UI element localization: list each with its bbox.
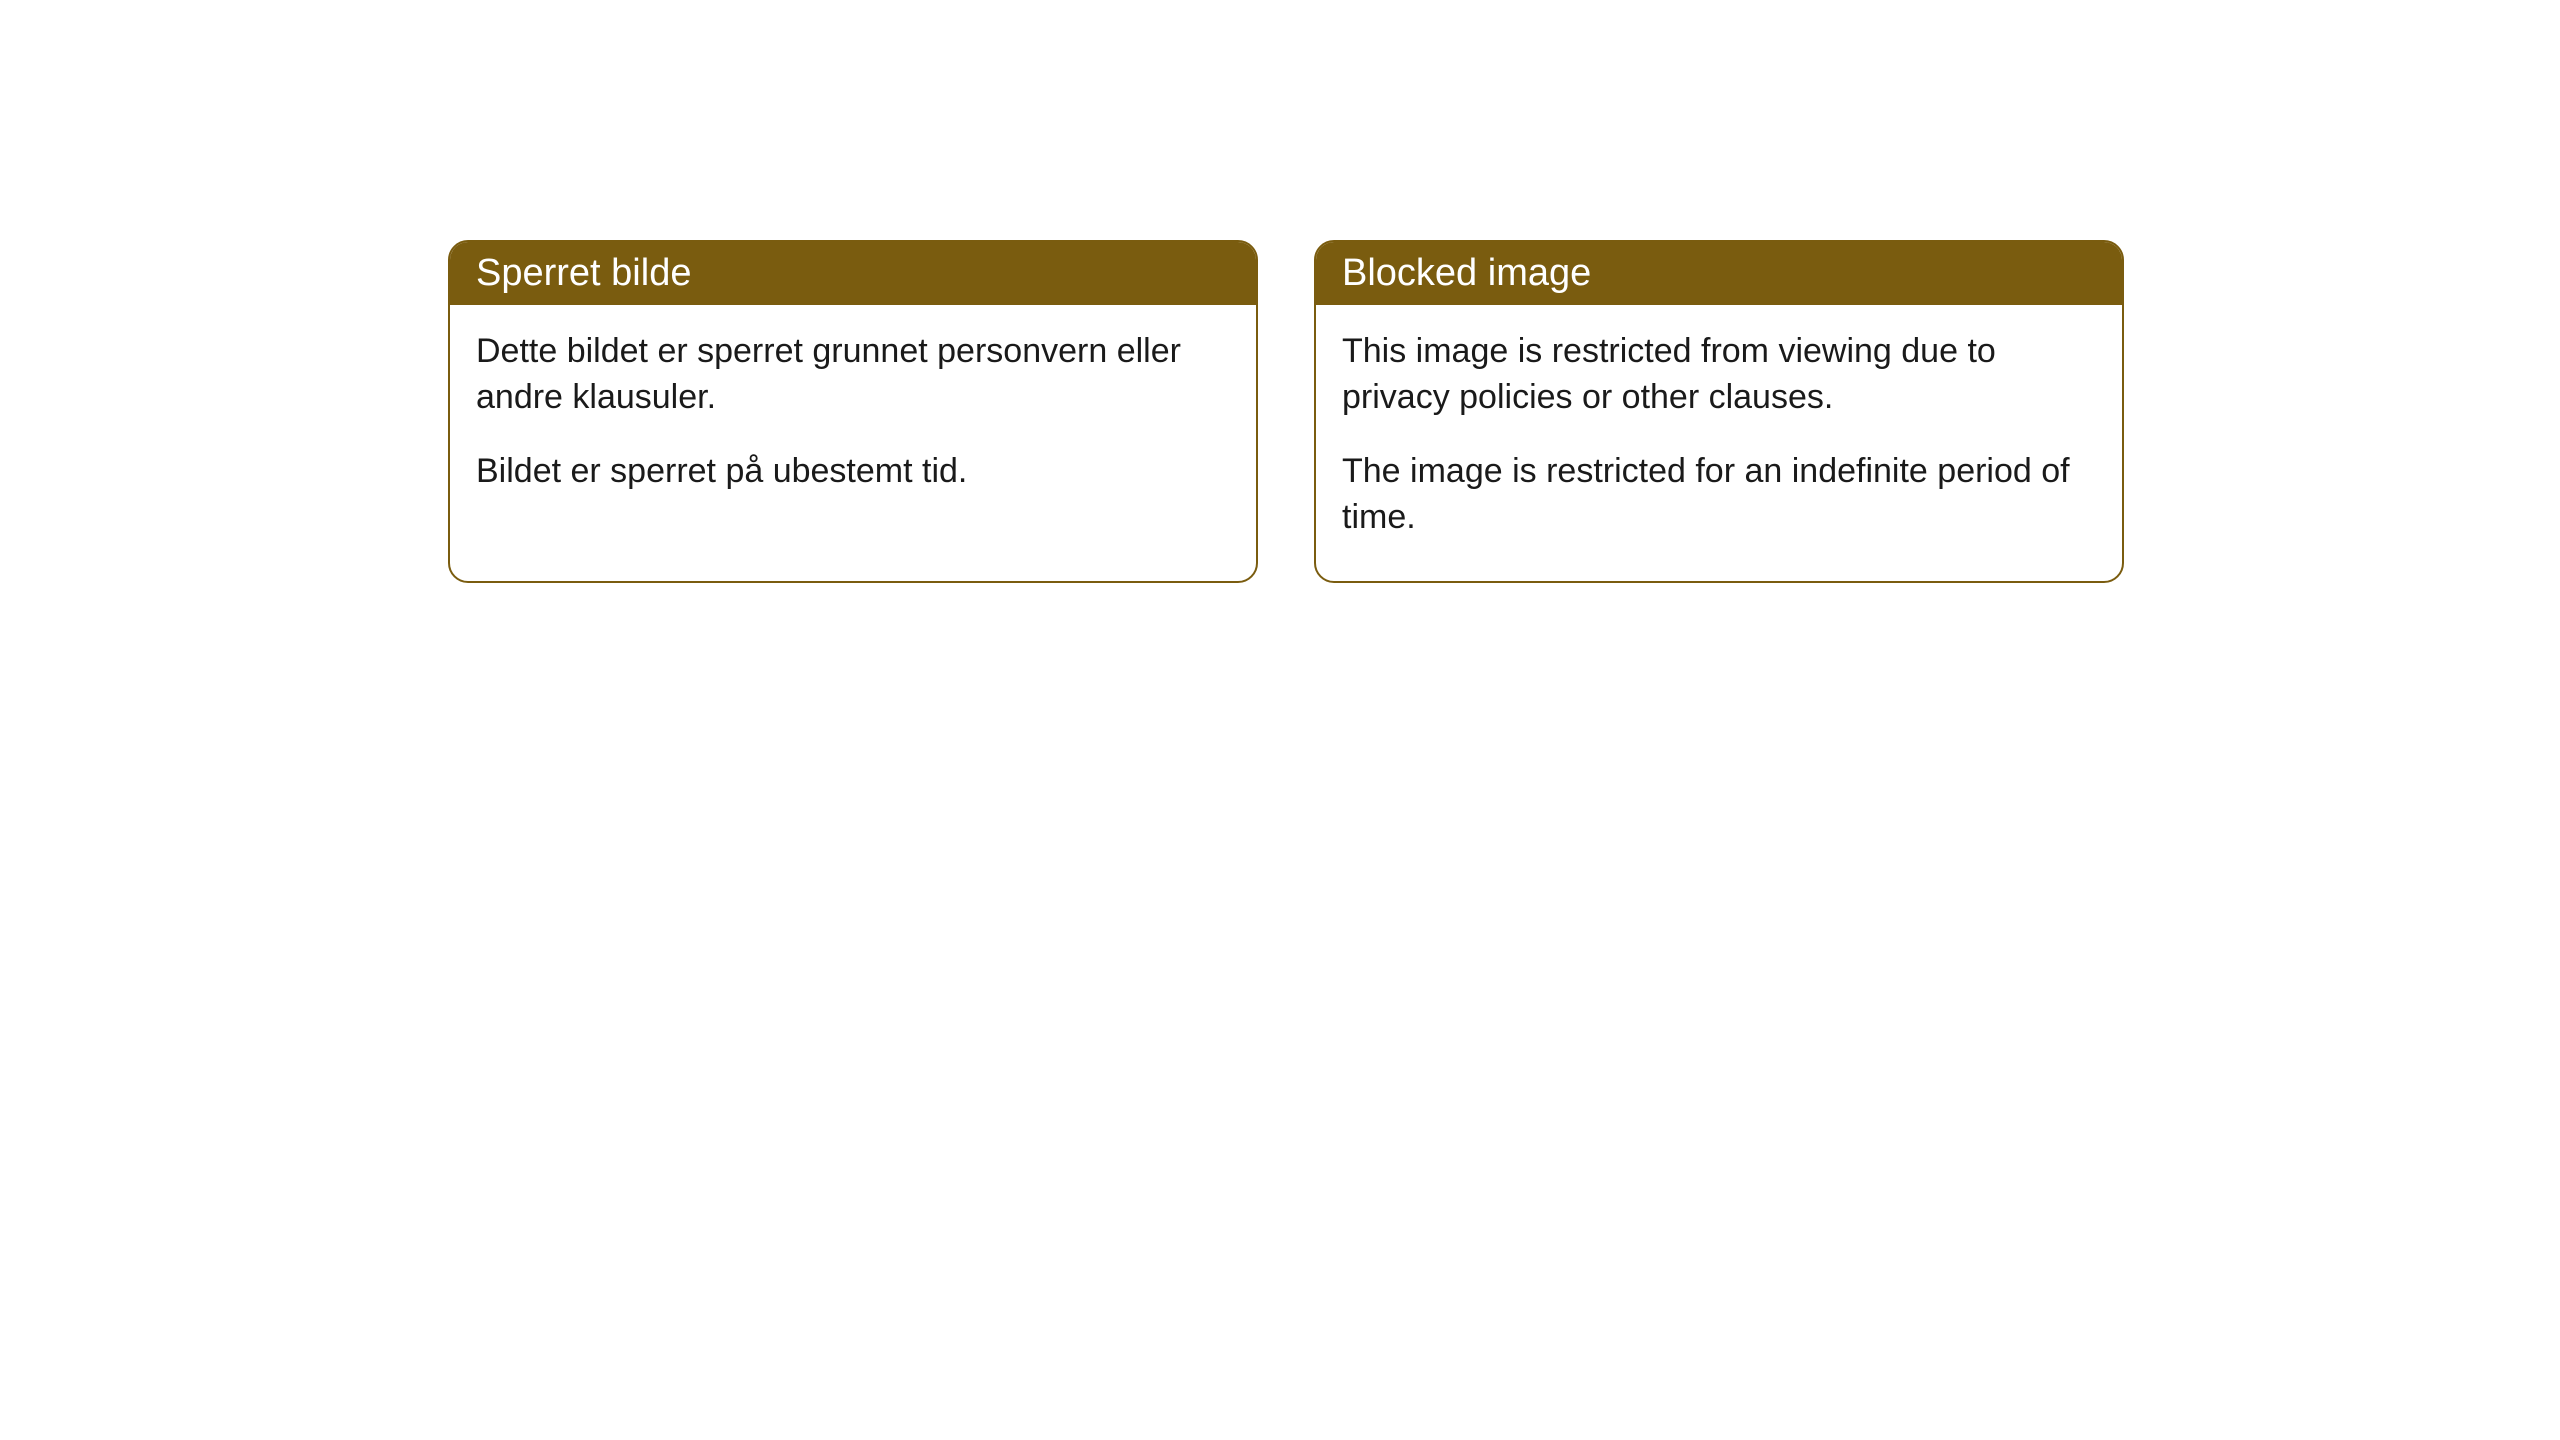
card-norwegian: Sperret bilde Dette bildet er sperret gr… — [448, 240, 1258, 583]
card-paragraph: Bildet er sperret på ubestemt tid. — [476, 449, 1230, 495]
card-paragraph: This image is restricted from viewing du… — [1342, 329, 2096, 421]
card-title: Blocked image — [1342, 252, 1591, 294]
card-title: Sperret bilde — [476, 252, 691, 294]
card-english: Blocked image This image is restricted f… — [1314, 240, 2124, 583]
card-paragraph: Dette bildet er sperret grunnet personve… — [476, 329, 1230, 421]
card-paragraph: The image is restricted for an indefinit… — [1342, 449, 2096, 541]
card-body-norwegian: Dette bildet er sperret grunnet personve… — [450, 305, 1256, 535]
card-header-english: Blocked image — [1316, 242, 2122, 305]
cards-container: Sperret bilde Dette bildet er sperret gr… — [0, 0, 2560, 583]
card-header-norwegian: Sperret bilde — [450, 242, 1256, 305]
card-body-english: This image is restricted from viewing du… — [1316, 305, 2122, 581]
